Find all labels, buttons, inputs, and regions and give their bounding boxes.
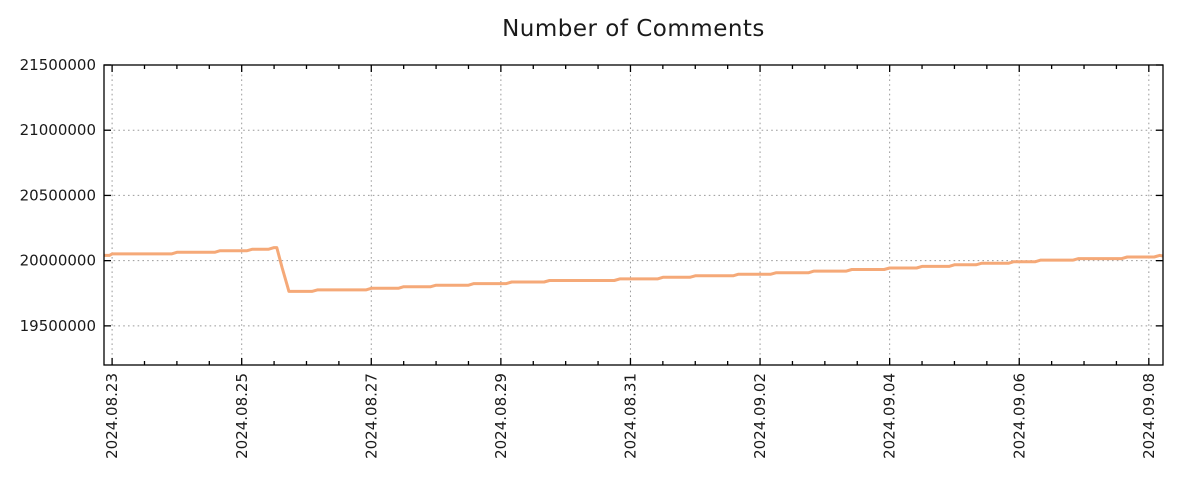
y-tick-label: 20000000 xyxy=(20,252,96,270)
x-tick-label: 2024.09.04 xyxy=(881,373,899,459)
x-tick-label: 2024.09.08 xyxy=(1140,373,1158,459)
x-tick-label: 2024.08.27 xyxy=(362,373,380,459)
x-tick-label: 2024.09.02 xyxy=(751,373,769,459)
x-tick-label: 2024.09.06 xyxy=(1010,373,1028,459)
x-tick-label: 2024.08.23 xyxy=(103,373,121,459)
chart-title: Number of Comments xyxy=(502,16,765,42)
y-tick-label: 20500000 xyxy=(20,186,96,204)
x-tick-label: 2024.08.25 xyxy=(233,373,251,459)
data-line-comments xyxy=(104,246,1163,293)
axis-labels: 19500000 20000000 20500000 21000000 21500000… xyxy=(20,56,1158,459)
axis-ticks xyxy=(104,64,1163,365)
plot-border xyxy=(103,64,1164,366)
y-tick-label: 19500000 xyxy=(20,317,96,335)
y-tick-label: 21500000 xyxy=(20,56,96,74)
x-tick-label: 2024.08.31 xyxy=(622,373,640,459)
gridlines xyxy=(104,64,1163,365)
x-tick-label: 2024.08.29 xyxy=(492,373,510,459)
y-tick-label: 21000000 xyxy=(20,121,96,139)
